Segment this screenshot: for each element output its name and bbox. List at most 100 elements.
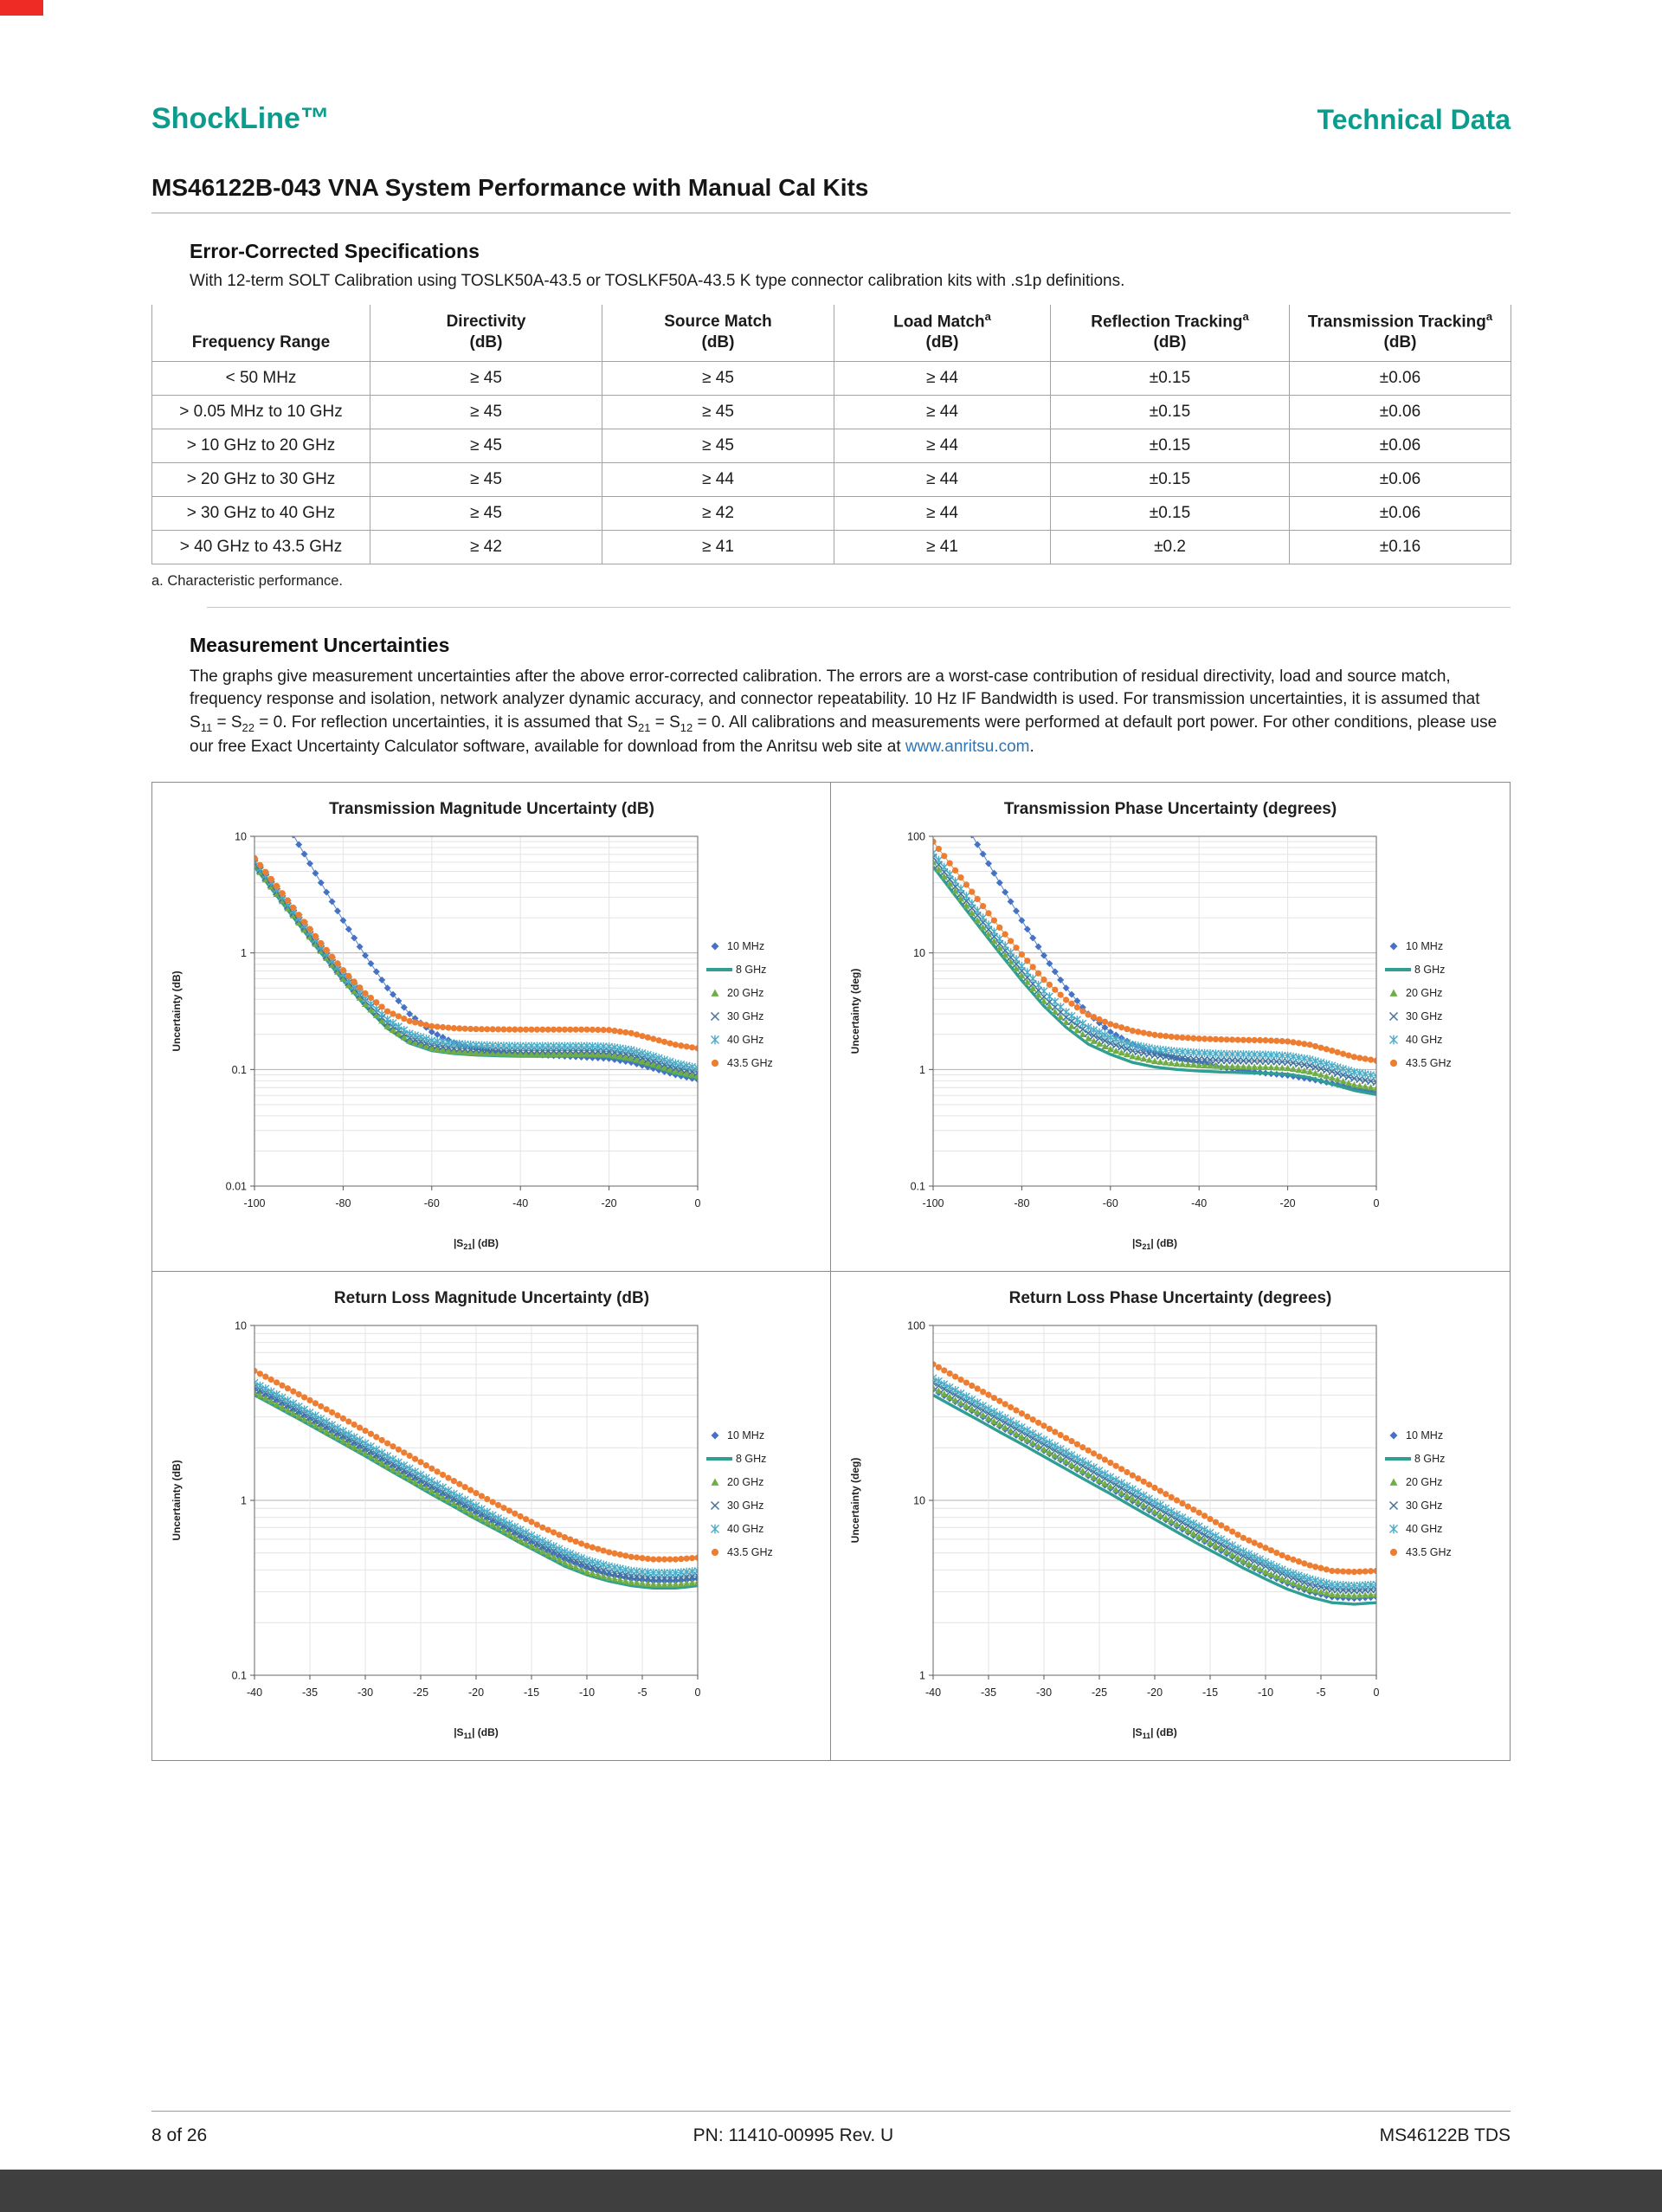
svg-text:Uncertainty (deg): Uncertainty (deg) — [849, 1457, 861, 1543]
svg-text:0: 0 — [694, 1686, 700, 1699]
svg-text:-35: -35 — [301, 1686, 317, 1699]
svg-text:-30: -30 — [357, 1686, 372, 1699]
column-header: Load Matcha (dB) — [834, 305, 1051, 362]
svg-text:20 GHz: 20 GHz — [1406, 987, 1442, 999]
svg-text:43.5 GHz: 43.5 GHz — [1406, 1057, 1452, 1069]
svg-text:-40: -40 — [512, 1197, 528, 1209]
svg-text:|S11| (dB): |S11| (dB) — [1132, 1726, 1177, 1740]
page-footer: 8 of 26 PN: 11410-00995 Rev. U MS46122B … — [151, 2111, 1511, 2146]
svg-text:0.1: 0.1 — [911, 1180, 925, 1192]
spec-cell: ≥ 45 — [370, 495, 602, 531]
svg-text:-5: -5 — [1316, 1686, 1325, 1699]
chart-svg: 0.01 0.1 1 10 -100 -80 -60 -40 -20 0 Transmission … — [171, 800, 773, 1251]
svg-text:20 GHz: 20 GHz — [1406, 1476, 1442, 1488]
series-group — [933, 1360, 1376, 1606]
svg-text:1: 1 — [919, 1063, 925, 1075]
svg-text:0: 0 — [1374, 1197, 1380, 1209]
spec-cell: ≥ 45 — [370, 461, 602, 497]
svg-text:-60: -60 — [1103, 1197, 1118, 1209]
column-header: Transmission Trackinga (dB) — [1289, 305, 1511, 362]
spec-cell: > 20 GHz to 30 GHz — [151, 461, 370, 497]
spec-cell: ≥ 44 — [602, 461, 834, 497]
brand-shockline: ShockLine™ — [151, 102, 330, 135]
svg-text:Return Loss Magnitude Uncertai: Return Loss Magnitude Uncertainty (dB) — [333, 1289, 648, 1307]
series-group — [254, 835, 698, 1083]
svg-text:|S21| (dB): |S21| (dB) — [453, 1237, 498, 1251]
svg-text:-60: -60 — [423, 1197, 439, 1209]
svg-text:-40: -40 — [1191, 1197, 1207, 1209]
svg-text:10 MHz: 10 MHz — [1406, 940, 1443, 952]
axes: 0.1 1 10 -40 -35 -30 -25 -20 -15 -10 -5 0 — [231, 1319, 700, 1699]
series-43-5-ghz — [254, 1367, 698, 1563]
series-8-ghz — [933, 1393, 1376, 1606]
svg-text:10: 10 — [235, 1319, 247, 1332]
spec-cell: ≥ 44 — [834, 394, 1051, 429]
svg-text:-35: -35 — [981, 1686, 996, 1699]
svg-text:-10: -10 — [1258, 1686, 1273, 1699]
legend: 10 MHz 8 GHz 20 GHz 30 GHz 40 GHz 43.5 GHz — [1385, 1429, 1452, 1558]
footer-doc-id: MS46122B TDS — [1379, 2125, 1511, 2145]
gridlines — [933, 835, 1376, 1186]
series-43-5-ghz — [254, 854, 698, 1052]
svg-text:-20: -20 — [601, 1197, 616, 1209]
svg-text:Return Loss Phase Uncertainty: Return Loss Phase Uncertainty (degrees) — [1009, 1289, 1332, 1307]
page-title: MS46122B-043 VNA System Performance with… — [151, 174, 869, 201]
svg-text:-100: -100 — [243, 1197, 265, 1209]
svg-text:10 MHz: 10 MHz — [727, 940, 764, 952]
svg-text:Uncertainty (dB): Uncertainty (dB) — [171, 971, 183, 1051]
section-divider — [207, 606, 1511, 608]
svg-text:8 GHz: 8 GHz — [736, 1453, 766, 1465]
chart-transmission-phase: 0.1 1 10 100 -100 -80 -60 -40 -20 0 Transmission P… — [831, 783, 1510, 1272]
series-20-ghz — [254, 1388, 698, 1588]
svg-text:30 GHz: 30 GHz — [727, 1010, 763, 1022]
section-heading-error-corrected: Error-Corrected Specifications — [190, 240, 480, 262]
svg-text:-100: -100 — [922, 1197, 944, 1209]
spec-cell: ≥ 41 — [602, 529, 834, 564]
svg-text:|S11| (dB): |S11| (dB) — [454, 1726, 499, 1740]
chart-transmission-magnitude: 0.01 0.1 1 10 -100 -80 -60 -40 -20 0 Transmission … — [152, 782, 831, 1272]
scan-artifact-red-mark — [0, 0, 43, 16]
spec-cell: ±0.15 — [1050, 495, 1290, 531]
anritsu-website-link[interactable]: www.anritsu.com — [905, 738, 1030, 756]
svg-text:30 GHz: 30 GHz — [1406, 1010, 1442, 1022]
svg-text:|S21| (dB): |S21| (dB) — [1132, 1237, 1177, 1251]
series-group — [254, 1367, 698, 1590]
series-43-5-ghz — [933, 1360, 1376, 1575]
column-header: Source Match (dB) — [602, 305, 834, 362]
svg-text:0.01: 0.01 — [225, 1180, 246, 1192]
header-technical-data: Technical Data — [1317, 104, 1511, 135]
svg-text:Transmission Phase Uncertainty: Transmission Phase Uncertainty (degrees) — [1004, 800, 1337, 818]
svg-text:40 GHz: 40 GHz — [727, 1034, 763, 1046]
svg-text:1: 1 — [919, 1669, 925, 1681]
series-40-ghz — [254, 1378, 698, 1577]
svg-text:-30: -30 — [1036, 1686, 1052, 1699]
spec-cell: ±0.06 — [1289, 495, 1511, 531]
svg-text:-25: -25 — [412, 1686, 428, 1699]
table-row: > 10 GHz to 20 GHz ≥ 45 ≥ 45 ≥ 44 ±0.15 ±0.06 — [151, 428, 1511, 463]
table-row: > 30 GHz to 40 GHz ≥ 45 ≥ 42 ≥ 44 ±0.15 ±0.06 — [151, 495, 1511, 531]
series-10-mhz — [290, 835, 698, 1083]
series-20-ghz — [933, 858, 1376, 1092]
table-row: > 40 GHz to 43.5 GHz ≥ 42 ≥ 41 ≥ 41 ±0.2 ±0.1… — [151, 529, 1511, 564]
spec-cell: ±0.16 — [1289, 529, 1511, 564]
spec-cell: ±0.15 — [1050, 394, 1290, 429]
spec-cell: ±0.06 — [1289, 360, 1511, 396]
legend: 10 MHz 8 GHz 20 GHz 30 GHz 40 GHz 43.5 GHz — [1385, 940, 1452, 1069]
svg-text:Uncertainty (deg): Uncertainty (deg) — [849, 968, 861, 1054]
svg-text:100: 100 — [907, 1319, 925, 1332]
calibration-intro-text: With 12-term SOLT Calibration using TOSL… — [190, 272, 1125, 290]
spec-cell: ≥ 45 — [370, 428, 602, 463]
spec-cell: ≥ 44 — [834, 360, 1051, 396]
column-header: Reflection Trackinga (dB) — [1050, 305, 1290, 362]
title-rule — [151, 212, 1511, 214]
svg-text:-20: -20 — [1147, 1686, 1163, 1699]
spec-cell: ≥ 42 — [370, 529, 602, 564]
chart-svg: 0.1 1 10 100 -100 -80 -60 -40 -20 0 Transmission P… — [849, 800, 1452, 1251]
table-row: > 0.05 MHz to 10 GHz ≥ 45 ≥ 45 ≥ 44 ±0.15 ±0.… — [151, 394, 1511, 429]
scan-artifact-bottom-band — [0, 2170, 1662, 2212]
svg-text:10 MHz: 10 MHz — [1406, 1429, 1443, 1441]
spec-cell: ≥ 45 — [602, 394, 834, 429]
svg-text:20 GHz: 20 GHz — [727, 1476, 763, 1488]
svg-text:-80: -80 — [1014, 1197, 1029, 1209]
